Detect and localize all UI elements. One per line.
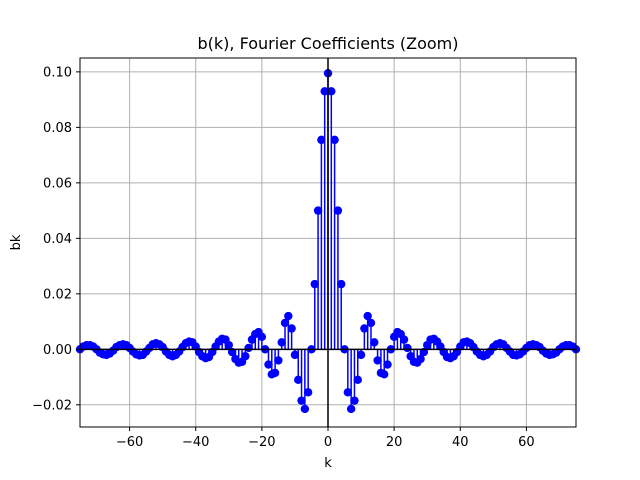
- y-tick-label: 0.10: [43, 65, 72, 80]
- axes-overlay: [80, 58, 576, 427]
- stem-marker: [327, 87, 336, 96]
- stem-marker: [280, 318, 290, 328]
- stem-marker: [363, 311, 372, 321]
- stem-marker: [330, 135, 339, 145]
- x-tick-label: −40: [182, 435, 209, 450]
- stem-marker: [241, 352, 250, 361]
- stem-marker: [366, 318, 376, 328]
- y-tick-label: 0.02: [43, 287, 72, 302]
- stem-marker: [257, 332, 267, 342]
- stem-marker: [403, 343, 412, 353]
- stem-marker: [264, 360, 273, 369]
- y-tick-label: 0.06: [43, 176, 72, 191]
- stem-marker: [303, 388, 313, 397]
- y-tick-label: 0.04: [43, 232, 72, 247]
- stem-marker: [320, 87, 329, 96]
- stem-marker: [244, 343, 253, 353]
- stem-marker: [337, 279, 346, 289]
- x-tick-label: −60: [116, 435, 143, 450]
- stem-marker: [353, 375, 362, 385]
- x-tick-label: 40: [452, 435, 469, 450]
- y-axis-label: bk: [9, 234, 24, 250]
- stem-marker: [380, 370, 389, 379]
- stem-marker: [373, 356, 382, 365]
- y-tick-label: 0.08: [43, 121, 72, 136]
- x-tick-label: −20: [248, 435, 275, 450]
- stem-marker: [294, 375, 303, 385]
- stem-marker: [360, 324, 369, 333]
- stem-marker: [399, 335, 409, 344]
- y-tick-label: 0.00: [43, 343, 72, 358]
- stem-marker: [224, 340, 233, 350]
- x-tick-label: 0: [324, 435, 332, 450]
- y-tick-label: −0.02: [32, 398, 72, 413]
- stem-marker: [317, 135, 326, 145]
- x-tick-label: 60: [518, 435, 535, 450]
- stem-marker: [277, 338, 286, 347]
- x-axis-ticks: −60 −40 −20 0 20 40 60: [116, 427, 535, 450]
- stem-marker: [284, 311, 293, 321]
- stem-marker: [300, 404, 310, 414]
- stem-marker: [343, 388, 353, 397]
- x-axis-label: k: [324, 456, 332, 471]
- x-tick-label: 20: [386, 435, 403, 450]
- stem-marker: [383, 360, 392, 369]
- stem-marker: [346, 404, 356, 414]
- stem-marker: [356, 350, 366, 360]
- stem-marker: [310, 279, 319, 289]
- stem-marker: [270, 368, 280, 378]
- y-axis-ticks: −0.02 0.00 0.02 0.04 0.06 0.08 0.10: [32, 65, 80, 413]
- stem-marker: [333, 206, 343, 215]
- stem-marker: [416, 354, 425, 364]
- stem-marker: [370, 338, 379, 347]
- stem-marker: [287, 324, 296, 333]
- stem-marker: [290, 350, 300, 360]
- chart-title: b(k), Fourier Coefficients (Zoom): [198, 34, 459, 53]
- stem-marker: [274, 356, 283, 365]
- stem-marker: [313, 206, 323, 215]
- stem-marker: [297, 396, 306, 405]
- stem-marker: [350, 396, 359, 405]
